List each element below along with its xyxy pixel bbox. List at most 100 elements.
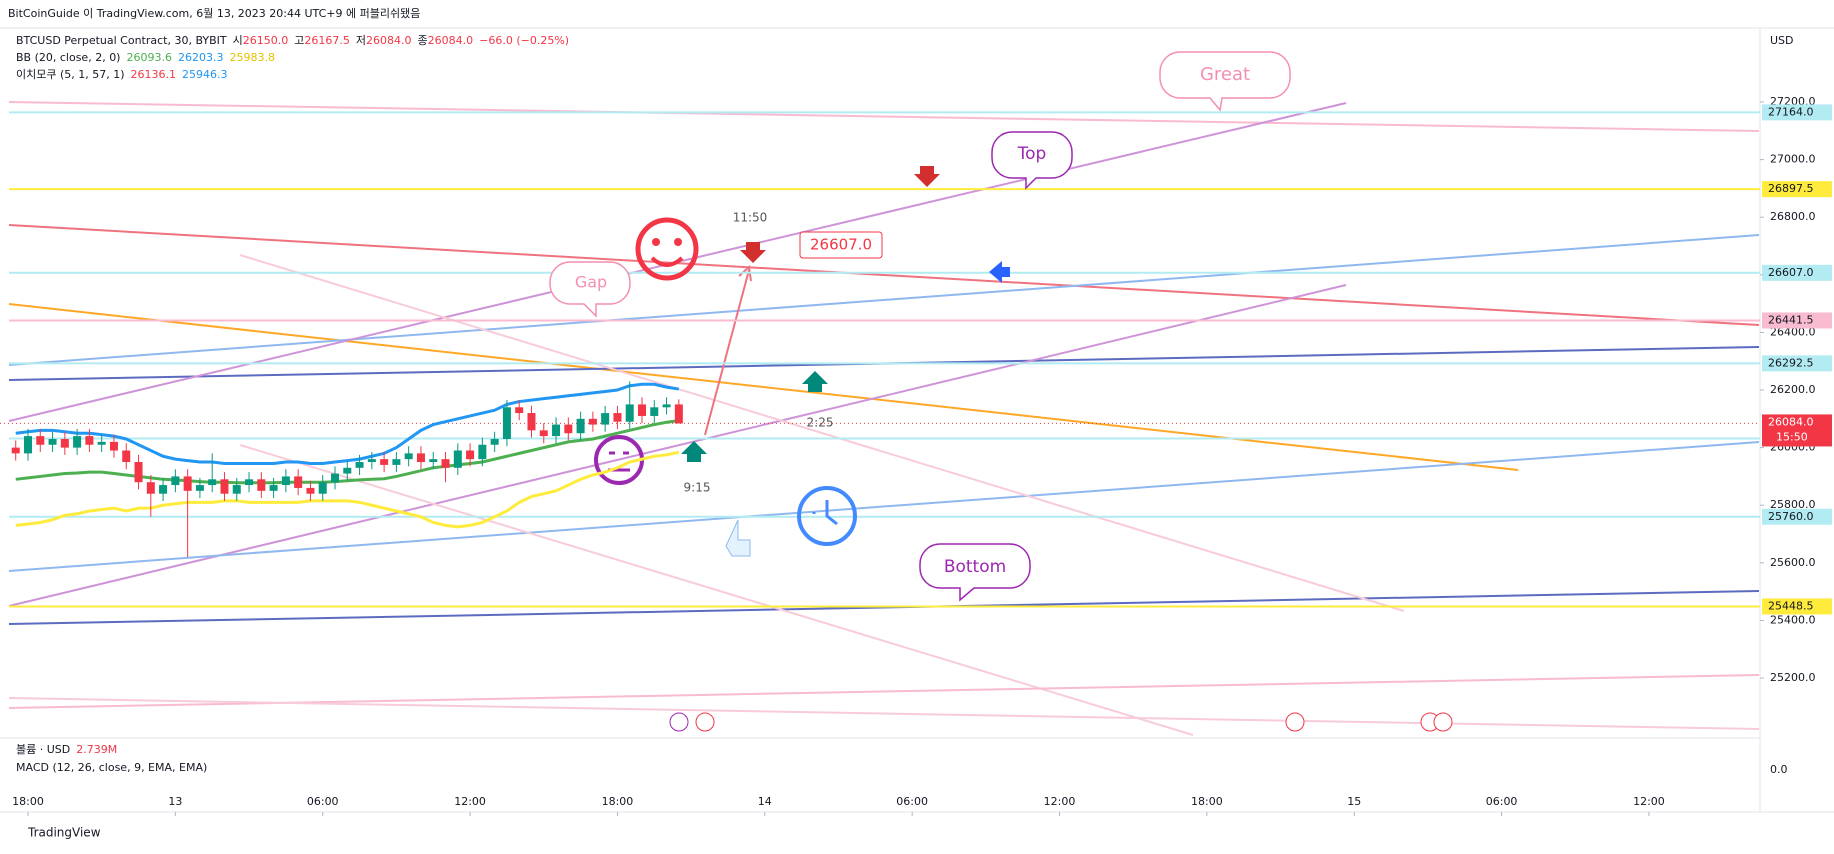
event-icon [695, 712, 715, 732]
level-label: 25760.0 [1768, 510, 1814, 523]
x-tick-label: 12:00 [1044, 795, 1076, 808]
candle-body [662, 404, 671, 408]
candle-body [171, 476, 180, 486]
candle-body [466, 450, 475, 460]
level-tag [1762, 312, 1832, 329]
level-tag [1762, 355, 1832, 372]
arrow-down [914, 166, 940, 187]
trendline [239, 444, 1194, 736]
callout-great: Great [1200, 64, 1250, 85]
level-tag [1762, 181, 1832, 198]
y-tick-label: 25200.0 [1770, 671, 1816, 684]
smiley [635, 217, 699, 281]
ohlc-key: 저 [356, 34, 366, 47]
macd-name: MACD (12, 26, close, 9, EMA, EMA) [16, 761, 207, 774]
target-label: 26607.0 [810, 236, 872, 254]
candle-body [502, 407, 511, 439]
ohlc-key: 시 [233, 34, 243, 47]
candle-body [392, 459, 401, 465]
ohlc-key: 종 [418, 34, 428, 47]
level-tag [1762, 598, 1832, 615]
candle-body [60, 438, 69, 448]
bubble [549, 261, 631, 318]
smiley-eye [674, 238, 682, 246]
candle-body [355, 462, 364, 468]
candle-body [195, 485, 204, 491]
ichimoku-value: 26136.1 [131, 68, 177, 81]
event-icon [1433, 712, 1453, 732]
trendline [8, 441, 1760, 572]
arrow-up [681, 441, 707, 462]
trendline [239, 254, 1405, 612]
level-label: 26607.0 [1768, 266, 1814, 279]
event-icon [669, 712, 689, 732]
candle-body [576, 418, 585, 434]
bubble [991, 131, 1073, 190]
candle-body [331, 473, 339, 483]
legend: BTCUSD Perpetual Contract, 30, BYBIT 시 261… [16, 34, 569, 774]
trendline [8, 284, 1347, 607]
candle-body [48, 438, 57, 445]
trendline [8, 697, 1760, 730]
trendline [8, 101, 1760, 132]
candle-body [146, 482, 155, 494]
pane-tick: 0.0 [1770, 763, 1788, 776]
candle-body [515, 407, 524, 414]
ohlc-value: 26084.0 [428, 34, 474, 47]
arrow-down [740, 242, 766, 263]
arrow-line [704, 269, 750, 436]
ohlc-value: 26150.0 [243, 34, 289, 47]
candle-body [109, 441, 118, 451]
last-price-tag [1762, 414, 1832, 447]
band-lower [15, 450, 680, 529]
candle-body [588, 418, 597, 425]
bb-value: 25983.8 [229, 51, 275, 64]
level-label: 25448.5 [1768, 599, 1814, 612]
candle-body [281, 476, 290, 486]
candle-body [97, 441, 106, 445]
callout-top: Top [1017, 144, 1047, 164]
bubble [1159, 51, 1291, 112]
candle-body [306, 487, 315, 494]
trendline [8, 234, 1760, 366]
candle-body [245, 479, 254, 486]
candle-body [269, 485, 278, 491]
candle-body [294, 476, 303, 488]
x-tick-label: 12:00 [1633, 795, 1665, 808]
currency: USD [1770, 34, 1794, 47]
x-tick-label: 12:00 [454, 795, 486, 808]
ichimoku-value: 25946.3 [182, 68, 228, 81]
trendline [8, 590, 1760, 625]
candle-body [73, 436, 82, 448]
event-icon [1285, 712, 1305, 732]
candle-body [429, 459, 438, 463]
arrow-left [989, 261, 1010, 283]
candle-body [183, 476, 192, 491]
candle-body [257, 479, 266, 491]
callouts: Great Top Gap Bottom 26607.0 11:50 2:25 … [549, 51, 1453, 732]
candle-body [453, 450, 462, 468]
y-tick-label: 25600.0 [1770, 556, 1816, 569]
bb-value: 26093.6 [126, 51, 172, 64]
volume-value: 2.739M [76, 743, 117, 756]
x-tick-label: 13 [168, 795, 182, 808]
candle-body [122, 450, 131, 463]
x-tick-label: 18:00 [1191, 795, 1223, 808]
x-tick-label: 15 [1347, 795, 1361, 808]
symbol: BTCUSD Perpetual Contract, 30, BYBIT [16, 34, 227, 47]
candle-body [674, 404, 683, 424]
candle-body [601, 413, 610, 425]
level-label: 27164.0 [1768, 105, 1814, 118]
bb-value: 26203.3 [178, 51, 224, 64]
candle-body [650, 407, 659, 416]
candle-body [208, 479, 217, 486]
ohlc-value: 26084.0 [366, 34, 412, 47]
candle-body [441, 459, 450, 468]
y-tick-label: 25400.0 [1770, 613, 1816, 626]
candle-body [564, 424, 573, 434]
candle-body [232, 485, 241, 494]
y-tick-label: 26400.0 [1770, 325, 1816, 338]
level-tag [1762, 104, 1832, 121]
